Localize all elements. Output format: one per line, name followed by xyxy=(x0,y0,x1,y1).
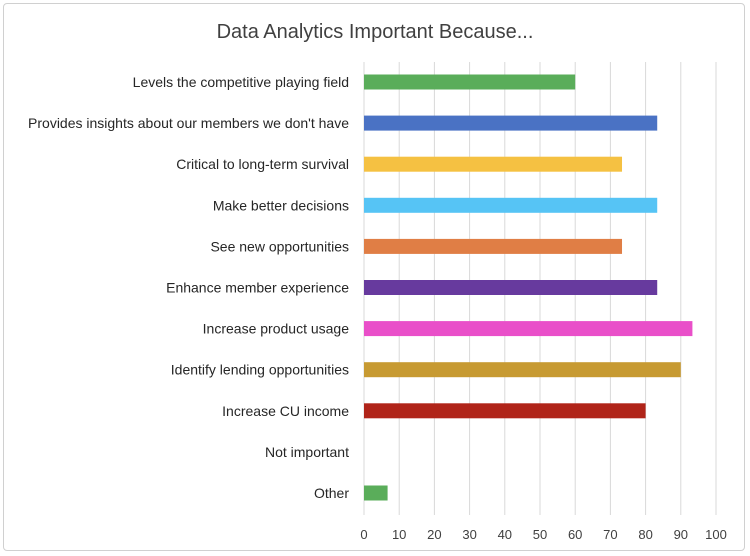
chart-title: Data Analytics Important Because... xyxy=(217,21,534,43)
category-label: Increase CU income xyxy=(222,403,349,419)
bar xyxy=(364,238,623,254)
bars xyxy=(364,74,693,501)
bar xyxy=(364,321,693,337)
category-label: Increase product usage xyxy=(203,321,350,337)
bar xyxy=(364,362,681,378)
category-label: Not important xyxy=(265,444,349,460)
x-tick-label: 80 xyxy=(638,527,652,542)
x-tick-label: 70 xyxy=(603,527,617,542)
category-label: Levels the competitive playing field xyxy=(133,74,349,90)
category-labels: Levels the competitive playing field Prov… xyxy=(28,74,349,501)
x-tick-label: 100 xyxy=(705,527,727,542)
bar xyxy=(364,280,658,295)
x-tick-label: 40 xyxy=(498,527,512,542)
bar xyxy=(364,156,623,172)
category-label: Identify lending opportunities xyxy=(171,362,349,378)
category-label: Enhance member experience xyxy=(166,280,349,296)
chart-frame xyxy=(3,3,745,551)
x-tick-label: 0 xyxy=(360,527,367,542)
x-tick-label: 10 xyxy=(392,527,406,542)
category-label: Critical to long-term survival xyxy=(176,156,349,172)
x-tick-label: 20 xyxy=(427,527,441,542)
x-tick-label: 60 xyxy=(568,527,582,542)
x-tick-label: 50 xyxy=(533,527,547,542)
bar xyxy=(364,403,646,419)
category-label: Make better decisions xyxy=(213,197,349,213)
bar xyxy=(364,197,658,213)
bar xyxy=(364,74,576,90)
x-tick-label: 90 xyxy=(674,527,688,542)
x-axis-ticks: 0 10 20 30 40 50 60 70 80 90 100 xyxy=(360,527,726,542)
bar xyxy=(364,115,658,131)
category-label: Other xyxy=(314,485,349,501)
x-tick-label: 30 xyxy=(462,527,476,542)
bar xyxy=(364,485,388,501)
category-label: Provides insights about our members we d… xyxy=(28,115,349,131)
category-label: See new opportunities xyxy=(210,238,349,254)
